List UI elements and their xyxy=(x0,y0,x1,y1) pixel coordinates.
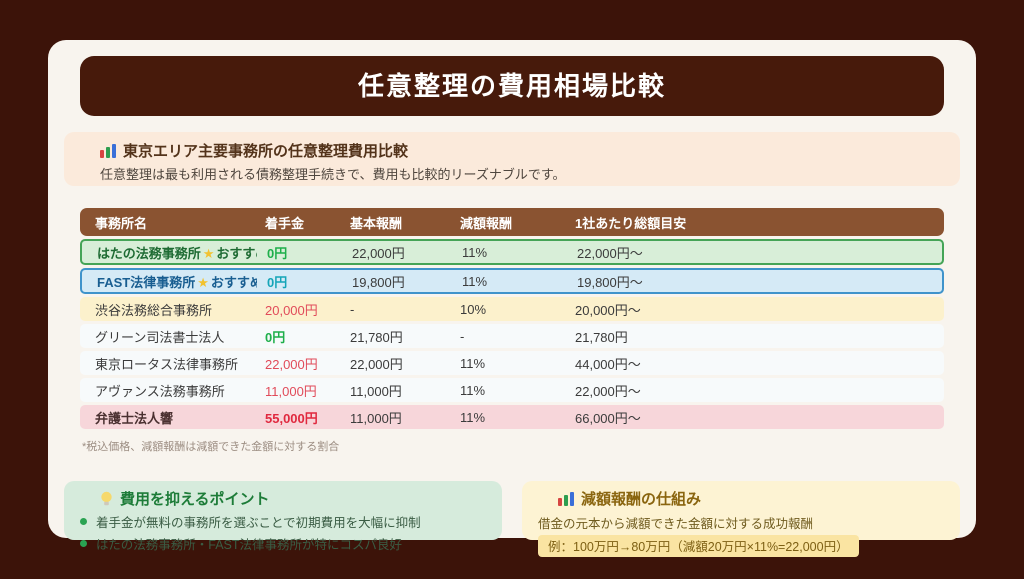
list-item: 着手金が無料の事務所を選ぶことで初期費用を大幅に抑制 xyxy=(78,512,488,531)
base-fee-cell: 22,000円 xyxy=(350,356,403,372)
reduction-fee-cell: - xyxy=(460,328,465,344)
intro-title: 東京エリア主要事務所の任意整理費用比較 xyxy=(80,140,944,161)
base-fee-cell: 11,000円 xyxy=(350,383,402,399)
list-item: はたの法務事務所・FAST法律事務所が特にコスパ良好 xyxy=(78,534,488,553)
table-row: アヴァンス法務事務所 11,000円 11,000円 11% 22,000円～ xyxy=(80,378,944,402)
initial-fee-cell: 55,000円 xyxy=(265,410,318,426)
total-cell: 19,800円～ xyxy=(577,274,643,290)
star-icon: ★ xyxy=(202,245,215,261)
office-name: 東京ロータス法律事務所 xyxy=(95,356,239,372)
base-fee-cell: 11,000円 xyxy=(350,410,402,426)
table-row: はたの法務事務所★おすすめ 0円 22,000円 11% 22,000円～ xyxy=(80,239,944,265)
office-name: 渋谷法務総合事務所 xyxy=(95,302,213,318)
tips-title: 費用を抑えるポイント xyxy=(78,488,488,509)
reduction-fee-cell: 11% xyxy=(462,244,488,260)
table-row: 東京ロータス法律事務所 22,000円 22,000円 11% 44,000円～ xyxy=(80,351,944,375)
base-fee-cell: 21,780円 xyxy=(350,329,403,345)
mechanism-title: 減額報酬の仕組み xyxy=(536,488,946,509)
column-header-reduction-fee: 減額報酬 xyxy=(460,215,513,231)
office-name: アヴァンス法務事務所 xyxy=(95,383,225,399)
total-cell: 22,000円～ xyxy=(577,245,643,261)
total-cell: 20,000円～ xyxy=(575,302,641,318)
table-row: 渋谷法務総合事務所 20,000円 - 10% 20,000円～ xyxy=(80,297,944,321)
initial-fee-cell: 0円 xyxy=(265,329,286,345)
column-header-office: 事務所名 xyxy=(95,215,148,231)
mechanism-title-text: 減額報酬の仕組み xyxy=(581,491,702,508)
intro-title-text: 東京エリア主要事務所の任意整理費用比較 xyxy=(123,143,409,160)
table-row: 弁護士法人響 55,000円 11,000円 11% 66,000円～ xyxy=(80,405,944,429)
column-header-base-fee: 基本報酬 xyxy=(350,215,403,231)
reduction-fee-cell: 11% xyxy=(460,355,486,371)
column-header-total: 1社あたり総額目安 xyxy=(575,215,687,231)
office-name: FAST法律事務所 ★ おすすめ xyxy=(82,272,257,291)
bar-chart-icon xyxy=(558,491,574,506)
comparison-card: 任意整理の費用相場比較 東京エリア主要事務所の任意整理費用比較 任意整理は最も利… xyxy=(48,40,976,557)
footnote: *税込価格、減額報酬は減額できた金額に対する割合 xyxy=(82,441,340,453)
initial-fee-cell: 11,000円 xyxy=(265,383,317,399)
office-name: はたの法務事務所★おすすめ xyxy=(82,243,257,262)
reduction-fee-cell: 10% xyxy=(460,301,487,317)
total-cell: 66,000円～ xyxy=(575,410,641,426)
bar-chart-icon xyxy=(100,143,116,158)
lightbulb-icon xyxy=(101,491,112,505)
total-cell: 44,000円～ xyxy=(575,356,641,372)
tips-title-text: 費用を抑えるポイント xyxy=(120,491,270,508)
intro-subtitle: 任意整理は最も利用される債務整理手続きで、費用も比較的リーズナブルです。 xyxy=(100,167,566,182)
base-fee-cell: 19,800円 xyxy=(352,274,405,290)
star-icon: ★ xyxy=(197,274,209,290)
mechanism-example: 例：100万円→80万円（減額20万円×11%=22,000円） xyxy=(538,535,859,557)
recommend-badge: おすすめ xyxy=(210,274,257,290)
cost-table: 事務所名 着手金 基本報酬 減額報酬 1社あたり総額目安 はたの法務事務所 ★ おす… xyxy=(80,208,944,429)
table-header-row: 事務所名 着手金 基本報酬 減額報酬 1社あたり総額目安 xyxy=(80,208,944,236)
recommend-badge: おすすめ xyxy=(216,245,257,261)
reduction-fee-cell: 11% xyxy=(462,273,488,289)
total-cell: 22,000円～ xyxy=(575,383,641,399)
mechanism-body: 借金の元本から減額できた金額に対する成功報酬 xyxy=(538,517,814,531)
table-row: グリーン司法書士法人 0円 21,780円 - 21,780円 xyxy=(80,324,944,348)
initial-fee-cell: 0円 xyxy=(267,274,288,290)
mechanism-box: 減額報酬の仕組み 借金の元本から減額できた金額に対する成功報酬 例：100万円→… xyxy=(522,481,960,557)
page-title: 任意整理の費用相場比較 xyxy=(80,56,944,116)
column-header-initial-fee: 着手金 xyxy=(265,215,305,231)
bullet-icon xyxy=(80,540,87,547)
reduction-fee-cell: 11% xyxy=(460,382,486,398)
initial-fee-cell: 20,000円 xyxy=(265,302,318,318)
total-cell: 21,780円 xyxy=(575,329,628,345)
office-name: グリーン司法書士法人 xyxy=(95,329,225,345)
office-name: 弁護士法人響 xyxy=(95,410,174,426)
table-row: FAST法律事務所 ★ おすすめ 0円 19,800円 11% 19,800円～ xyxy=(80,268,944,294)
reduction-fee-cell: 11% xyxy=(460,409,486,425)
initial-fee-cell: 22,000円 xyxy=(265,356,318,372)
base-fee-cell: 22,000円 xyxy=(352,245,405,261)
bottom-boxes: 費用を抑えるポイント 着手金が無料の事務所を選ぶことで初期費用を大幅に抑制 はた… xyxy=(64,481,960,557)
initial-fee-cell: 0円 xyxy=(267,245,288,261)
tips-box: 費用を抑えるポイント 着手金が無料の事務所を選ぶことで初期費用を大幅に抑制 はた… xyxy=(64,481,502,552)
bullet-icon xyxy=(80,518,87,525)
base-fee-cell: - xyxy=(350,301,355,317)
intro-section: 東京エリア主要事務所の任意整理費用比較 任意整理は最も利用される債務整理手続きで… xyxy=(64,132,960,186)
